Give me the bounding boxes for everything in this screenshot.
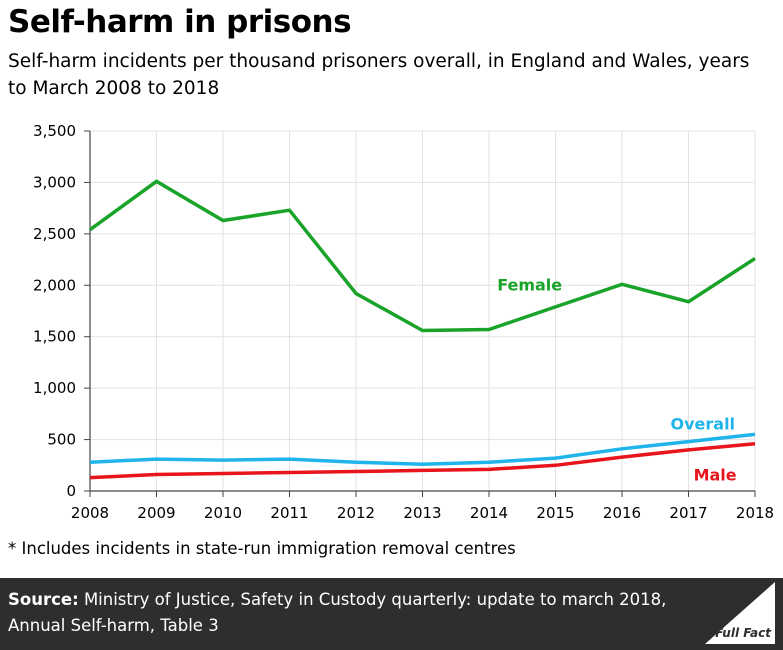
x-tick-label: 2015: [536, 504, 574, 522]
x-tick-label: 2016: [603, 504, 641, 522]
series-label-overall: Overall: [671, 414, 736, 433]
chart-grid: [89, 130, 756, 491]
y-tick-label: 1,500: [33, 328, 76, 346]
source-label: Source:: [8, 590, 79, 609]
x-tick-label: 2013: [403, 504, 441, 522]
full-fact-logo-icon: [705, 582, 775, 644]
y-tick-label: 2,000: [33, 276, 76, 294]
x-tick-label: 2009: [137, 504, 175, 522]
y-tick-label: 500: [47, 431, 76, 449]
x-tick-label: 2012: [337, 504, 375, 522]
chart-axes: [84, 130, 756, 497]
series-line-female: [88, 179, 756, 333]
chart-subtitle: Self-harm incidents per thousand prisone…: [8, 51, 750, 99]
y-axis-tick-labels: 0 500 1,000 1,500 2,000 2,500 3,000 3,500: [33, 122, 76, 500]
series-line-male: [89, 441, 756, 480]
full-fact-logo: Full Fact: [705, 582, 775, 644]
footnote: * Includes incidents in state-run immigr…: [8, 539, 516, 558]
x-tick-label: 2011: [270, 504, 308, 522]
x-axis-tick-labels: 2008 2009 2010 2011 2012 2013 2014 2015 2016 2017…: [71, 504, 774, 522]
y-tick-label: 2,500: [33, 225, 76, 243]
series-labels: Female Overall Male: [497, 275, 737, 484]
series-label-female: Female: [497, 275, 562, 294]
chart-title: Self-harm in prisons: [8, 4, 352, 40]
x-tick-label: 2010: [204, 504, 242, 522]
x-tick-label: 2014: [470, 504, 508, 522]
series-line-overall: [89, 432, 756, 467]
series-label-male: Male: [694, 466, 737, 485]
x-tick-label: 2017: [669, 504, 707, 522]
y-tick-label: 3,000: [33, 173, 76, 191]
y-tick-label: 0: [66, 482, 76, 500]
source-text: Ministry of Justice, Safety in Custody q…: [8, 590, 667, 635]
x-tick-label: 2018: [736, 504, 774, 522]
source-text-block: Source: Ministry of Justice, Safety in C…: [8, 587, 708, 639]
source-footer: Source: Ministry of Justice, Safety in C…: [0, 578, 783, 650]
y-tick-label: 1,000: [33, 379, 76, 397]
y-tick-label: 3,500: [33, 122, 76, 140]
brand-name: Full Fact: [715, 626, 771, 640]
x-tick-label: 2008: [71, 504, 109, 522]
series-lines: [88, 179, 756, 480]
